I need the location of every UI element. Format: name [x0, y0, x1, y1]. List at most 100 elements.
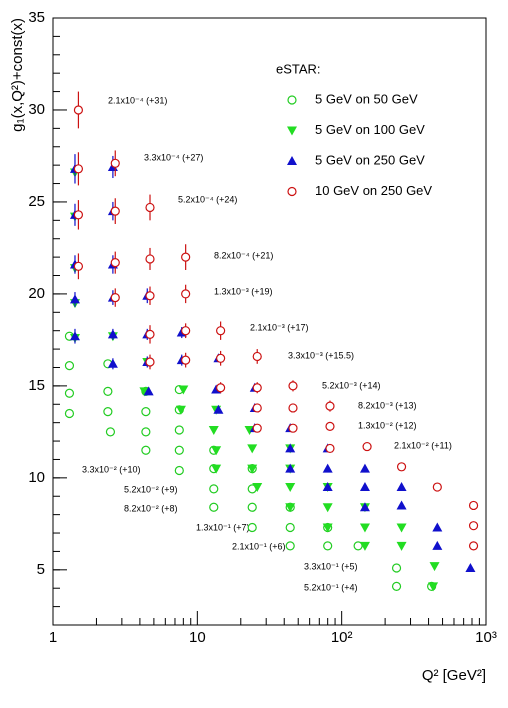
data-point: [69, 331, 80, 341]
legend-label: 5 GeV on 250 GeV: [315, 152, 425, 167]
data-point: [468, 521, 479, 531]
legend-label: 5 GeV on 50 GeV: [315, 91, 418, 106]
data-point: [141, 407, 151, 417]
data-point: [208, 426, 219, 436]
data-point: [141, 427, 151, 437]
data-point: [288, 381, 298, 391]
data-point: [110, 292, 120, 303]
data-point: [73, 164, 84, 174]
data-point: [64, 361, 75, 371]
data-point: [362, 441, 372, 452]
data-point: [145, 254, 155, 264]
data-point: [73, 261, 84, 271]
data-point: [252, 383, 262, 393]
y-tick-label: 5: [37, 561, 45, 578]
data-point: [322, 463, 333, 473]
data-point: [247, 502, 257, 512]
data-point: [174, 465, 184, 476]
y-tick-label: 15: [28, 377, 45, 394]
legend-title: eSTAR:: [276, 61, 321, 76]
data-point: [209, 484, 219, 494]
bin-label: 3.3x10⁻⁴ (+27): [144, 152, 203, 162]
data-point: [432, 482, 442, 492]
y-tick-label: 20: [28, 285, 45, 302]
data-point: [325, 421, 335, 431]
data-point: [322, 523, 333, 533]
data-point: [110, 158, 120, 168]
bin-label: 2.1x10⁻³ (+17): [250, 322, 309, 332]
data-point: [353, 541, 363, 551]
bin-label: 2.1x10⁻² (+11): [394, 440, 452, 450]
data-point: [105, 427, 116, 437]
data-point: [428, 582, 439, 592]
data-point: [211, 446, 222, 456]
data-point: [178, 385, 189, 395]
data-point: [69, 294, 80, 304]
data-point: [432, 522, 443, 532]
data-point: [359, 523, 370, 533]
bin-label: 3.3x10⁻² (+10): [82, 464, 141, 474]
data-point: [252, 483, 263, 493]
data-point: [285, 541, 295, 551]
data-point: [110, 206, 120, 216]
data-point: [468, 500, 479, 511]
y-axis-label: g₁(x,Q²)+const(x): [9, 18, 26, 132]
data-point: [465, 562, 476, 572]
legend-label: 5 GeV on 100 GeV: [315, 122, 425, 137]
data-point: [325, 401, 335, 411]
data-point: [247, 464, 258, 474]
plot-frame: [52, 17, 487, 626]
data-point: [143, 386, 154, 396]
bin-label: 1.3x10⁻² (+12): [358, 420, 417, 430]
data-point: [252, 403, 262, 413]
data-point: [64, 388, 75, 398]
data-point: [391, 563, 402, 573]
legend-marker: [287, 95, 297, 105]
data-point: [145, 291, 155, 301]
data-point: [141, 445, 151, 455]
bin-label: 8.2x10⁻⁴ (+21): [214, 250, 273, 260]
data-point: [110, 258, 120, 268]
data-point: [468, 541, 479, 551]
data-point: [107, 358, 118, 368]
legend-label: 10 GeV on 250 GeV: [315, 183, 432, 198]
data-point: [288, 403, 298, 413]
data-point: [359, 502, 370, 512]
legend-marker: [287, 156, 297, 165]
bin-label: 8.2x10⁻³ (+13): [358, 400, 417, 410]
data-point: [181, 252, 191, 262]
bin-label: 5.2x10⁻³ (+14): [322, 380, 381, 390]
data-point: [145, 202, 155, 213]
bin-label: 8.2x10⁻² (+8): [124, 503, 178, 513]
data-point: [396, 482, 407, 492]
bin-label: 5.2x10⁻¹ (+4): [304, 582, 358, 592]
data-point: [145, 329, 155, 339]
data-point: [396, 541, 407, 551]
data-point: [181, 326, 191, 336]
bin-label: 1.3x10⁻³ (+19): [214, 286, 273, 296]
data-point: [174, 445, 184, 455]
data-point: [432, 540, 443, 550]
x-tick-label: 10³: [475, 629, 497, 646]
data-point: [285, 483, 296, 493]
data-point: [247, 522, 257, 533]
data-point: [216, 326, 226, 336]
data-point: [359, 541, 370, 551]
data-point: [285, 443, 296, 453]
data-point: [429, 562, 440, 572]
data-point: [181, 355, 191, 365]
data-point: [216, 353, 226, 363]
x-tick-label: 1: [49, 629, 57, 646]
data-point: [145, 357, 155, 367]
x-tick-label: 10: [189, 629, 206, 646]
data-point: [325, 443, 335, 454]
data-point: [252, 351, 262, 362]
data-point: [209, 502, 219, 512]
data-point: [285, 463, 296, 473]
bin-label: 3.3x10⁻³ (+15.5): [288, 350, 354, 360]
data-point: [288, 423, 298, 433]
bin-label: 5.2x10⁻² (+9): [124, 484, 178, 494]
legend-marker: [287, 186, 297, 197]
data-point: [252, 423, 262, 433]
